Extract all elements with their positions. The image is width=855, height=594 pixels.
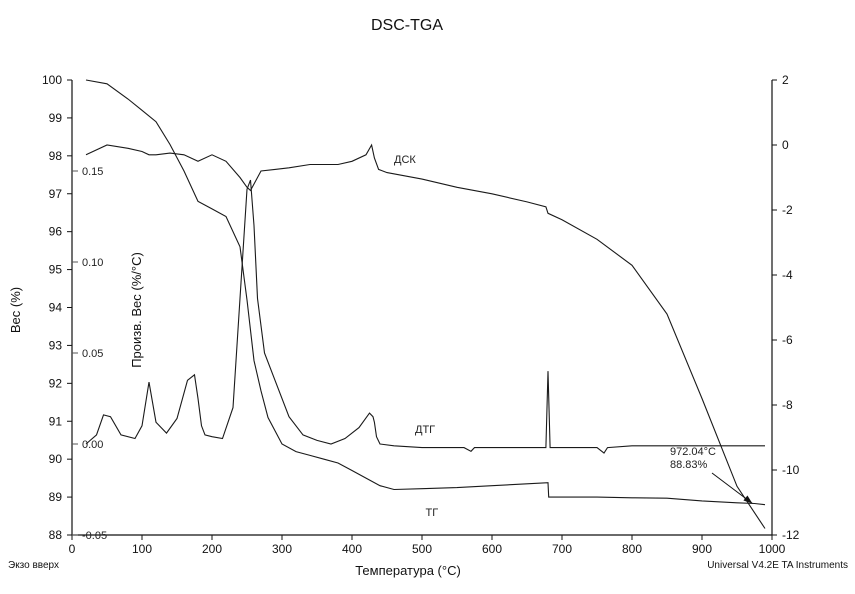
- x-tick-label: 700: [552, 542, 572, 556]
- right-tick-label: -6: [782, 333, 793, 347]
- left-tick-label: 94: [49, 301, 63, 315]
- inner-tick-label: 0.05: [82, 348, 103, 360]
- left-tick-label: 91: [49, 414, 63, 428]
- annotation-arrowhead: [743, 495, 753, 504]
- right-tick-label: -2: [782, 203, 793, 217]
- x-tick-label: 1000: [759, 542, 786, 556]
- right-tick-label: -12: [782, 528, 800, 542]
- x-tick-label: 800: [622, 542, 642, 556]
- x-tick-label: 100: [132, 542, 152, 556]
- left-axis-title: Вес (%): [8, 287, 23, 333]
- left-tick-label: 95: [49, 263, 63, 277]
- left-tick-label: 93: [49, 338, 63, 352]
- series-labels: ТГ ДТГ ДСК: [394, 154, 438, 519]
- endpoint-annotation: 972.04°C 88.83%: [670, 446, 753, 504]
- series-layer: [85, 79, 766, 529]
- inner-axis-ticks: 0.15 0.10 0.05 0.00 -0.05: [72, 166, 107, 542]
- left-tick-label: 99: [49, 111, 63, 125]
- series-line-left: [85, 79, 766, 506]
- inner-tick-label: 0.15: [82, 166, 103, 178]
- inner-tick-label: 0.00: [82, 439, 103, 451]
- right-tick-label: -10: [782, 463, 800, 477]
- series-line-right: [85, 143, 766, 529]
- x-tick-label: 200: [202, 542, 222, 556]
- chart-title: DSC-TGA: [371, 17, 443, 34]
- x-tick-label: 600: [482, 542, 502, 556]
- left-tick-label: 92: [49, 376, 63, 390]
- annotation-weight: 88.83%: [670, 459, 708, 471]
- x-axis-ticks: 0 100 200 300 400 500 600 700 800 900 1000: [69, 535, 786, 556]
- left-tick-label: 98: [49, 149, 63, 163]
- left-tick-label: 96: [49, 225, 63, 239]
- x-axis-title: Температура (°C): [355, 563, 461, 578]
- x-tick-label: 900: [692, 542, 712, 556]
- left-axis-ticks: 88 89 90 91 92 93 94 95 96 97 98 99 100: [42, 73, 72, 542]
- inner-tick-label: 0.10: [82, 257, 103, 269]
- footer-instrument: Universal V4.2E TA Instruments: [707, 560, 848, 571]
- plot-frame: [71, 80, 773, 536]
- right-tick-label: 2: [782, 73, 789, 87]
- x-tick-label: 400: [342, 542, 362, 556]
- footer-exo-up: Экзо вверх: [8, 560, 59, 571]
- series-label-left: ТГ: [426, 507, 439, 519]
- series-label-inner: ДТГ: [415, 424, 435, 436]
- right-tick-label: -8: [782, 398, 793, 412]
- left-tick-label: 100: [42, 73, 62, 87]
- inner-axis-title: Произв. Вес (%/°C): [129, 252, 144, 368]
- left-tick-label: 88: [49, 528, 63, 542]
- left-tick-label: 90: [49, 452, 63, 466]
- x-tick-label: 300: [272, 542, 292, 556]
- series-label-right: ДСК: [394, 154, 416, 166]
- right-tick-label: 0: [782, 138, 789, 152]
- left-tick-label: 89: [49, 490, 63, 504]
- inner-tick-label: -0.05: [82, 530, 107, 542]
- annotation-temperature: 972.04°C: [670, 446, 716, 458]
- left-tick-label: 97: [49, 187, 63, 201]
- right-axis-ticks: 2 0 -2 -4 -6 -8 -10 -12: [772, 73, 800, 542]
- right-tick-label: -4: [782, 268, 793, 282]
- x-tick-label: 0: [69, 542, 76, 556]
- series-line-inner: [85, 179, 765, 454]
- x-tick-label: 500: [412, 542, 432, 556]
